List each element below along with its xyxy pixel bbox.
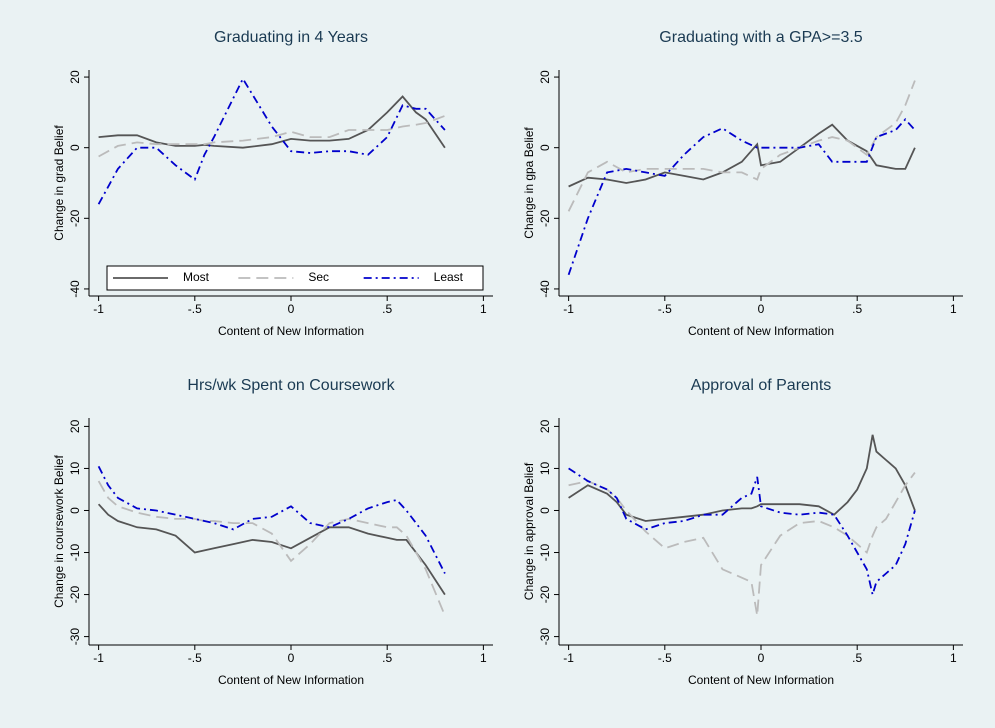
legend-box — [106, 265, 484, 291]
x-axis-title: Content of New Information — [218, 673, 364, 687]
series-line — [98, 115, 446, 158]
x-tick-label: 0 — [288, 651, 295, 665]
series-line — [568, 467, 916, 599]
x-axis-title: Content of New Information — [688, 673, 834, 687]
y-tick-label: -20 — [68, 586, 82, 604]
x-tick-label: .5 — [382, 651, 392, 665]
x-tick-label: 1 — [950, 302, 957, 316]
x-axis-title: Content of New Information — [218, 324, 364, 338]
x-tick-label: -1 — [563, 302, 574, 316]
x-tick-label: 0 — [758, 302, 765, 316]
series-line — [98, 95, 446, 149]
y-tick-label: 0 — [68, 144, 82, 151]
y-tick-label: -30 — [68, 628, 82, 646]
y-tick-label: 20 — [68, 419, 82, 433]
y-tick-label: -10 — [538, 544, 552, 562]
x-tick-label: -1 — [93, 651, 104, 665]
y-tick-label: 10 — [538, 461, 552, 475]
x-tick-label: -.5 — [658, 651, 672, 665]
x-tick-label: .5 — [382, 302, 392, 316]
y-tick-label: 0 — [538, 144, 552, 151]
x-tick-label: 0 — [288, 302, 295, 316]
x-tick-label: -.5 — [188, 302, 202, 316]
y-axis-title: Change in grad Belief — [52, 125, 66, 241]
series-line — [567, 118, 916, 276]
series-line — [568, 123, 916, 188]
y-tick-label: 20 — [538, 70, 552, 84]
x-axis-title: Content of New Information — [688, 324, 834, 338]
legend-label: Sec — [308, 270, 329, 284]
x-tick-label: .5 — [852, 651, 862, 665]
y-tick-label: 0 — [538, 507, 552, 514]
x-tick-label: -1 — [93, 302, 104, 316]
x-tick-label: -.5 — [658, 302, 672, 316]
panel-title: Graduating in 4 Years — [214, 29, 368, 46]
panel-title: Hrs/wk Spent on Coursework — [187, 377, 395, 394]
panel-title: Approval of Parents — [691, 377, 832, 394]
series-line — [568, 472, 916, 616]
y-tick-label: -40 — [68, 280, 82, 298]
y-axis-title: Change in coursework Belief — [52, 454, 66, 607]
series-line — [97, 76, 446, 205]
y-axis-title: Change in approval Belief — [522, 462, 536, 600]
legend-label: Least — [434, 270, 464, 284]
x-tick-label: -.5 — [188, 651, 202, 665]
y-tick-label: 10 — [68, 461, 82, 475]
y-tick-label: -20 — [538, 209, 552, 227]
x-tick-label: -1 — [563, 651, 574, 665]
series-line — [97, 480, 446, 616]
panel-title: Graduating with a GPA>=3.5 — [659, 29, 862, 46]
y-tick-label: -40 — [538, 280, 552, 298]
y-tick-label: 0 — [68, 507, 82, 514]
y-axis-title: Change in gpa Belief — [522, 127, 536, 239]
y-tick-label: -30 — [538, 628, 552, 646]
y-tick-label: -20 — [538, 586, 552, 604]
y-tick-label: -10 — [68, 544, 82, 562]
x-tick-label: 1 — [950, 651, 957, 665]
legend-label: Most — [183, 270, 210, 284]
x-tick-label: 1 — [480, 302, 487, 316]
y-tick-label: 20 — [68, 70, 82, 84]
series-line — [97, 503, 446, 596]
y-tick-label: 20 — [538, 419, 552, 433]
y-tick-label: -20 — [68, 209, 82, 227]
x-tick-label: 1 — [480, 651, 487, 665]
x-tick-label: .5 — [852, 302, 862, 316]
x-tick-label: 0 — [758, 651, 765, 665]
